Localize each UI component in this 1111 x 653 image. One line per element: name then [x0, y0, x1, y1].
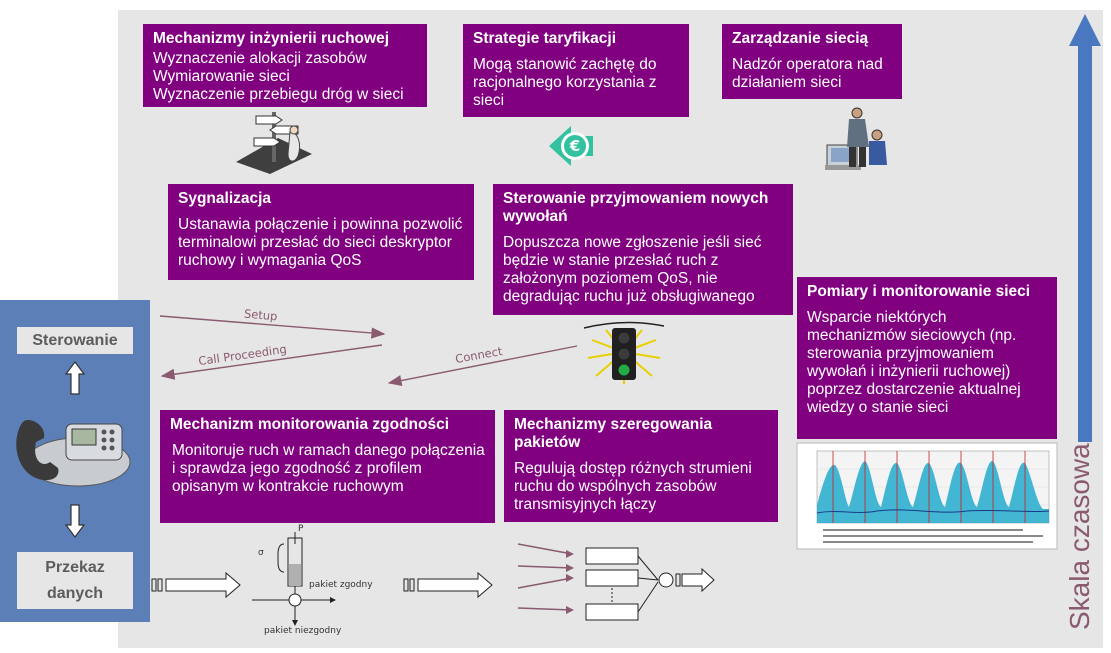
management-box: Zarządzanie siecią Nadzór operatora nad …: [722, 24, 902, 99]
traffic-engineering-box: Mechanizmy inżynierii ruchowej Wyznaczen…: [143, 24, 427, 107]
policer-p-label: P: [298, 524, 304, 534]
admission-control-box: Sterowanie przyjmowaniem nowych wywołań …: [493, 184, 793, 315]
scheduling-box: Mechanizmy szeregowania pakietów Reguluj…: [504, 410, 778, 522]
data-transfer-label: Przekaz danych: [17, 552, 133, 609]
scheduling-body: Regulują dostęp różnych strumieni ruchu …: [514, 460, 752, 513]
setup-arrow: [159, 315, 386, 339]
measurement-title: Pomiary i monitorowanie sieci: [807, 283, 1031, 300]
admission-control-title: Sterowanie przyjmowaniem nowych wywołań: [503, 190, 769, 225]
traffic-light-icon: [583, 321, 665, 384]
phone-icon: [16, 420, 131, 487]
measurement-box: Pomiary i monitorowanie sieci Wsparcie n…: [797, 277, 1057, 439]
signaling-body: Ustanawia połączenie i powinna pozwolić …: [178, 216, 463, 269]
data-transfer-label-line-2: danych: [46, 585, 103, 602]
nonconforming-packet-label: pakiet niezgodny: [264, 626, 342, 636]
euro-icon: €: [549, 126, 593, 166]
conformance-title: Mechanizm monitorowania zgodności: [170, 416, 450, 433]
traffic-engineering-line-1: Wyznaczenie alokacji zasobów: [153, 50, 367, 67]
connect-arrow: [387, 345, 578, 387]
traffic-engineering-line-3: Wyznaczenie przebiegu dróg w sieci: [153, 86, 404, 103]
data-transfer-label-line-1: Przekaz: [45, 559, 105, 576]
input-arrow: [151, 571, 241, 599]
traffic-engineering-title: Mechanizmy inżynierii ruchowej: [153, 30, 390, 47]
scheduler-input-arrow: [403, 571, 493, 599]
measurement-body: Wsparcie niektórych mechanizmów sieciowy…: [807, 309, 1021, 416]
conformance-body: Monitoruje ruch w ramach danego połączen…: [172, 442, 485, 495]
signpost-icon: [236, 112, 312, 174]
policer-sigma-label: σ: [258, 548, 264, 558]
pricing-body: Mogą stanowić zachętę do racjonalnego ko…: [473, 56, 657, 109]
panel-up-arrow: [64, 361, 86, 395]
operator-icon: [825, 107, 887, 170]
time-axis-arrow: [1069, 14, 1101, 442]
call-proceeding-arrow: [160, 344, 383, 380]
conforming-packet-label: pakiet zgodny: [309, 580, 373, 590]
setup-label: Setup: [243, 306, 279, 324]
signaling-box: Sygnalizacja Ustanawia połączenie i powi…: [168, 184, 474, 280]
policer-diagram: [151, 532, 336, 626]
svg-text:€: €: [569, 137, 580, 155]
pricing-box: Strategie taryfikacji Mogą stanowić zach…: [463, 24, 689, 117]
control-label: Sterowanie: [17, 327, 133, 354]
conformance-box: Mechanizm monitorowania zgodności Monito…: [160, 410, 495, 523]
connect-arrow-svg: [387, 345, 578, 387]
time-scale-label: Skala czasowa: [1064, 443, 1095, 630]
traffic-engineering-line-2: Wymiarowanie sieci: [153, 68, 290, 85]
admission-control-body: Dopuszcza nowe zgłoszenie jeśli sieć będ…: [503, 234, 762, 305]
management-body: Nadzór operatora nad działaniem sieci: [732, 56, 883, 91]
panel-down-arrow: [64, 504, 86, 538]
scheduler-diagram: [403, 543, 715, 621]
management-title: Zarządzanie siecią: [732, 30, 869, 47]
signal-arrows: [159, 315, 386, 380]
pricing-title: Strategie taryfikacji: [473, 30, 617, 47]
scheduling-title: Mechanizmy szeregowania pakietów: [514, 416, 713, 451]
monitoring-chart: [796, 442, 1058, 550]
signaling-title: Sygnalizacja: [178, 190, 272, 207]
traffic-wave: [817, 460, 1049, 523]
